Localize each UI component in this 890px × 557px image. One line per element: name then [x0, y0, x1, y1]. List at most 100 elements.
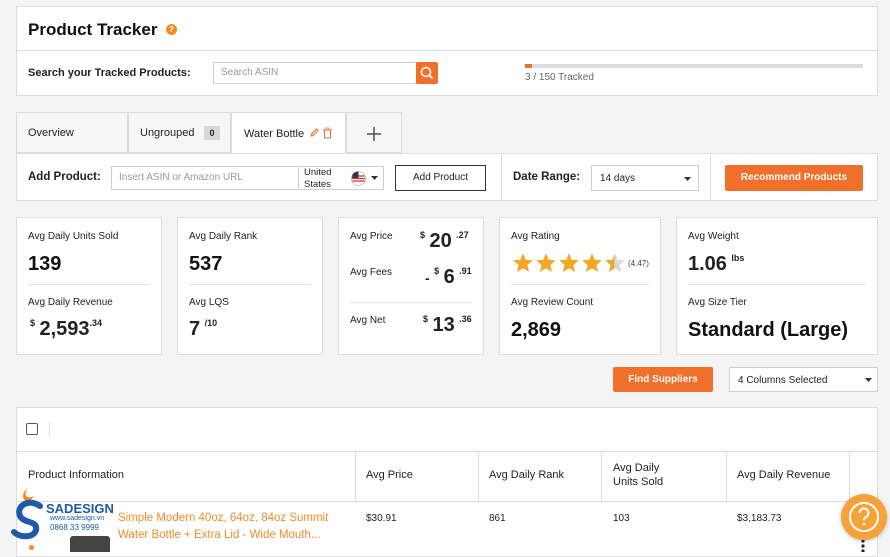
currency: $ [420, 230, 426, 240]
product-title-line1[interactable]: Simple Modern 40oz, 64oz, 84oz Summit [118, 512, 329, 524]
tab-overview[interactable]: Overview [16, 112, 128, 153]
column-divider [355, 451, 356, 501]
header-divider [17, 50, 879, 51]
sadesign-logo-mark [11, 486, 43, 540]
us-flag-icon [351, 171, 366, 186]
date-range-value: 14 days [600, 173, 636, 184]
search-icon [420, 66, 434, 80]
bullet-dot [29, 545, 34, 550]
star-icon [513, 253, 533, 272]
tab-ungrouped[interactable]: Ungrouped 0 [128, 112, 231, 153]
edit-icon[interactable] [309, 127, 320, 138]
stat-card-rating: Avg Rating (4.47) Avg Review Count 2,869 [499, 217, 661, 355]
date-range-label: Date Range: [513, 171, 581, 183]
col-product-information[interactable]: Product Information [28, 469, 124, 481]
table-divider [17, 501, 879, 502]
find-suppliers-button[interactable]: Find Suppliers [613, 367, 713, 392]
weight-value: 1.06 lbs [688, 253, 744, 276]
page-title: Product Tracker [28, 20, 158, 39]
tab-water-bottle-label: Water Bottle [244, 128, 305, 140]
net-cents: .36 [459, 314, 472, 324]
rating-stars [512, 252, 627, 274]
col-avg-daily-revenue[interactable]: Avg Daily Revenue [737, 469, 831, 481]
star-icon [605, 253, 625, 272]
card-divider [189, 284, 311, 285]
weight-label: Avg Weight [688, 231, 739, 242]
lqs-score: 7 [189, 318, 201, 340]
chevron-down-icon [371, 176, 378, 180]
search-input[interactable]: Search ASIN [213, 62, 417, 84]
row-rank: 861 [489, 513, 506, 524]
columns-select[interactable]: 4 Columns Selected [729, 367, 878, 392]
recommend-products-button[interactable]: Recommend Products [725, 165, 863, 191]
marketplace-line1: United [304, 167, 332, 178]
logo-url: www.sadesign.vn [50, 515, 105, 522]
weight-number: 1.06 [688, 253, 727, 275]
columns-selected-value: 4 Columns Selected [738, 375, 828, 386]
col-avg-price[interactable]: Avg Price [366, 469, 413, 481]
size-tier-label: Avg Size Tier [688, 297, 747, 308]
tab-ungrouped-count: 0 [204, 126, 220, 140]
help-icon[interactable]: ? [166, 24, 177, 35]
search-button[interactable] [416, 62, 438, 84]
revenue-label: Avg Daily Revenue [28, 297, 113, 308]
marketplace-select[interactable]: United States [298, 166, 384, 190]
revenue-value: $ 2,593.34 [30, 318, 102, 341]
column-divider [478, 451, 479, 501]
lqs-label: Avg LQS [189, 297, 229, 308]
review-count-label: Avg Review Count [511, 297, 594, 308]
stat-card-weight: Avg Weight 1.06 lbs Avg Size Tier Standa… [676, 217, 878, 355]
size-tier-value: Standard (Large) [688, 319, 849, 341]
help-chat-icon [849, 502, 879, 532]
search-label: Search your Tracked Products: [28, 67, 191, 79]
trash-icon[interactable] [322, 127, 333, 139]
sadesign-logo: SADESIGN www.sadesign.vn 0868 33 9999 [10, 484, 120, 552]
add-product-label: Add Product: [28, 171, 101, 183]
stat-card-units: Avg Daily Units Sold 139 Avg Daily Reven… [16, 217, 162, 355]
select-all-checkbox[interactable] [26, 423, 38, 435]
net-value: $ 13 .36 [423, 314, 472, 337]
plus-icon [367, 127, 381, 141]
divider [501, 154, 502, 200]
row-price: $30.91 [366, 513, 397, 524]
column-divider [601, 451, 602, 501]
lqs-denom: /10 [204, 318, 218, 328]
price-label: Avg Price [350, 231, 393, 242]
date-range-select[interactable]: 14 days [591, 165, 699, 191]
rank-label: Avg Daily Rank [189, 231, 258, 242]
product-thumbnail[interactable] [70, 536, 110, 552]
fees-cents: .91 [459, 266, 472, 276]
card-divider [350, 302, 472, 303]
product-title-line2[interactable]: Water Bottle + Extra Lid - Wide Mouth... [118, 529, 321, 541]
tab-overview-label: Overview [28, 127, 74, 139]
header-panel [16, 6, 879, 96]
tab-ungrouped-label: Ungrouped [140, 127, 195, 139]
tracked-count: 3 / 150 Tracked [525, 72, 594, 83]
column-divider [849, 451, 850, 501]
tab-water-bottle[interactable]: Water Bottle [231, 112, 346, 154]
products-table [16, 407, 879, 557]
asin-input[interactable]: Insert ASIN or Amazon URL [111, 166, 299, 190]
card-divider [511, 284, 649, 285]
add-product-button[interactable]: Add Product [395, 165, 486, 191]
tab-add-group[interactable] [346, 112, 402, 153]
price-value: $ 20 .27 [420, 230, 469, 253]
star-icon [536, 253, 556, 272]
price-cents: .27 [456, 230, 469, 240]
fees-label: Avg Fees [350, 267, 393, 278]
help-chat-button[interactable] [841, 494, 887, 540]
currency: $ [423, 314, 429, 324]
currency: $ [30, 318, 36, 328]
column-divider [726, 451, 727, 501]
more-icon[interactable] [859, 539, 867, 552]
col-avg-daily-units-line2[interactable]: Units Sold [613, 476, 664, 488]
col-avg-daily-rank[interactable]: Avg Daily Rank [489, 469, 564, 481]
revenue-cents: .34 [89, 318, 103, 328]
net-label: Avg Net [350, 315, 386, 326]
fees-whole: 6 [443, 266, 455, 288]
tracked-progress-bar [525, 64, 863, 68]
chevron-down-icon [684, 177, 691, 181]
weight-unit: lbs [731, 253, 745, 263]
col-avg-daily-units-line1[interactable]: Avg Daily [613, 462, 660, 474]
rating-text: (4.47) [628, 259, 649, 268]
